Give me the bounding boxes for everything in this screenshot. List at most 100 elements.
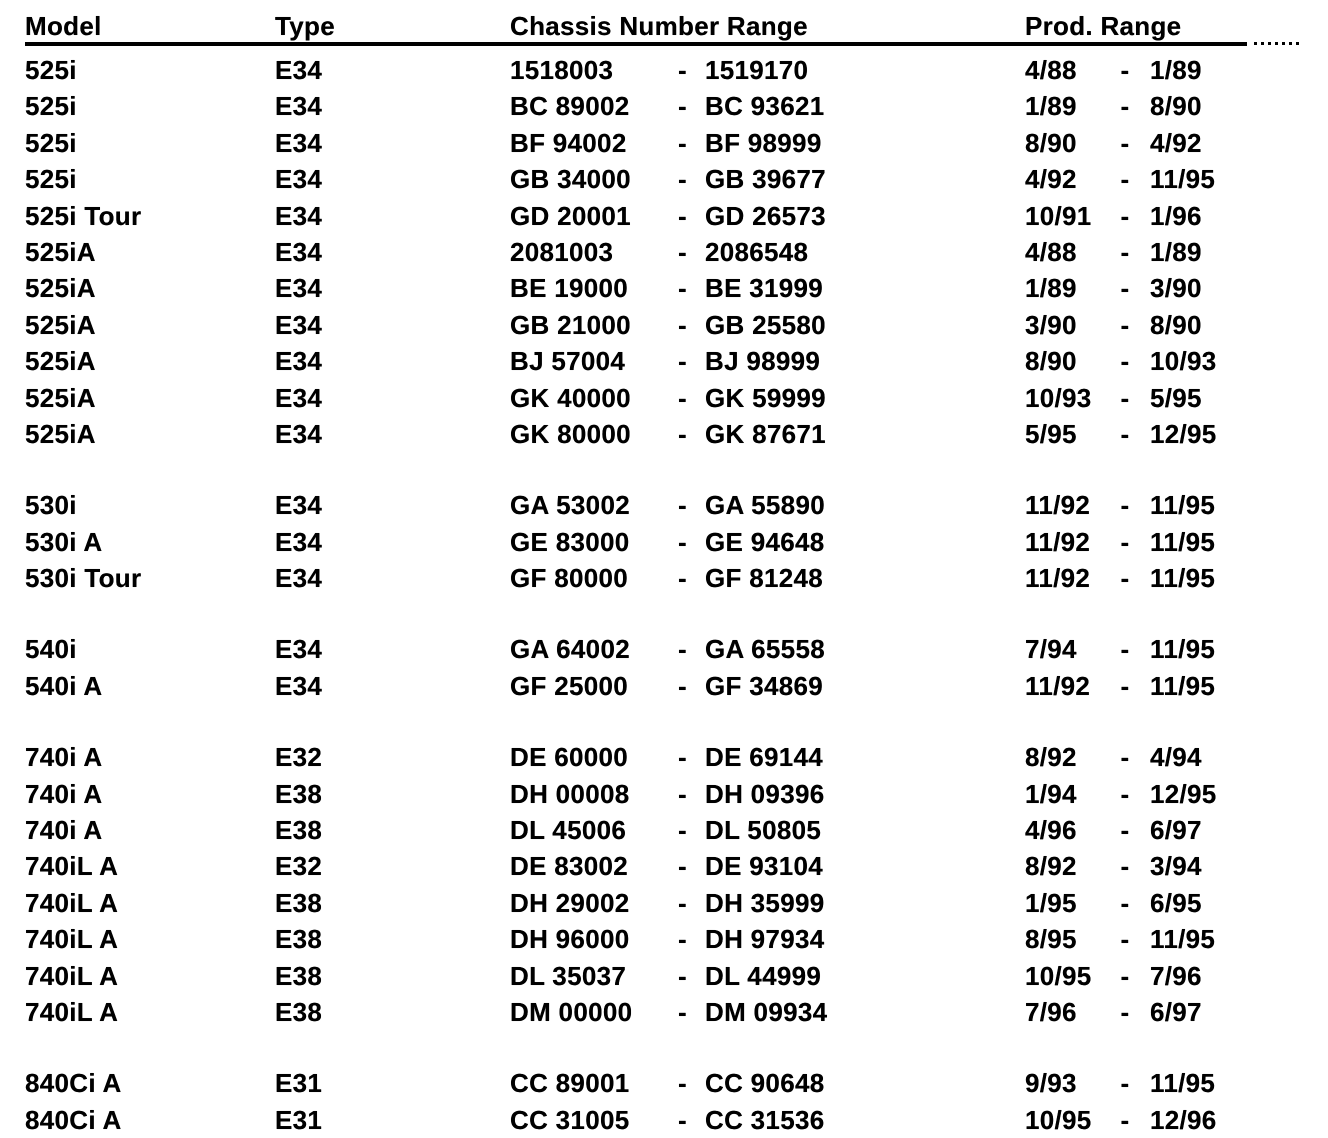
chassis-range-separator: -	[678, 778, 687, 809]
prod-from-cell: 8/92	[1025, 851, 1077, 882]
prod-from-cell: 4/92	[1025, 164, 1077, 195]
type-cell: E31	[275, 1104, 323, 1135]
prod-to-cell: 12/95	[1150, 418, 1217, 449]
prod-from-cell: 7/94	[1025, 634, 1077, 665]
chassis-range-separator: -	[678, 490, 687, 521]
chassis-to-cell: GK 59999	[705, 382, 826, 413]
model-cell: 525iA	[25, 382, 96, 413]
prod-to-cell: 11/95	[1150, 924, 1216, 955]
prod-range-separator: -	[1120, 1104, 1130, 1135]
table-row: 525i E34 BC 89002- BC 93621 1/89-8/90	[0, 88, 1328, 124]
model-cell: 840Ci A	[25, 1104, 122, 1135]
chassis-to-cell: GA 65558	[705, 634, 825, 665]
chassis-range-separator: -	[678, 55, 687, 85]
model-cell: 740iL A	[25, 887, 119, 918]
prod-from-cell: 4/96	[1025, 815, 1077, 846]
chassis-range-separator: -	[678, 960, 687, 991]
type-cell: E34	[275, 670, 323, 701]
prod-range-separator: -	[1120, 815, 1130, 846]
model-cell: 525i	[25, 55, 77, 85]
prod-from-cell: 10/91	[1025, 200, 1092, 231]
prod-range-separator: -	[1120, 236, 1130, 267]
prod-range-separator: -	[1120, 346, 1130, 377]
prod-to-cell: 11/95	[1150, 1068, 1216, 1099]
chassis-to-cell: DH 97934	[705, 924, 825, 955]
model-cell: 740iL A	[25, 851, 119, 882]
chassis-from-cell: GK 80000	[510, 418, 631, 449]
prod-range-separator: -	[1120, 273, 1130, 304]
chassis-range-separator: -	[678, 563, 687, 594]
model-cell: 525iA	[25, 418, 96, 449]
prod-range-separator: -	[1120, 634, 1130, 665]
model-cell: 525iA	[25, 309, 96, 340]
chassis-range-separator: -	[678, 634, 687, 665]
prod-range-separator: -	[1120, 887, 1130, 918]
type-cell: E38	[275, 960, 323, 991]
chassis-range-separator: -	[678, 346, 687, 377]
chassis-from-cell: BC 89002	[510, 91, 630, 122]
prod-to-cell: 1/96	[1150, 200, 1202, 231]
chassis-from-cell: DE 60000	[510, 742, 629, 773]
type-cell: E34	[275, 418, 323, 449]
prod-to-cell: 3/94	[1150, 851, 1202, 882]
model-cell: 530i	[25, 490, 77, 521]
model-cell: 525i	[25, 91, 77, 122]
prod-range-separator: -	[1120, 526, 1130, 557]
prod-from-cell: 10/93	[1025, 382, 1092, 413]
type-cell: E34	[275, 346, 323, 377]
model-group-2: 540i E34 GA 64002- GA 65558 7/94-11/95 540i A…	[0, 631, 1328, 704]
chassis-to-cell: GF 81248	[705, 563, 824, 594]
chassis-range-separator: -	[678, 309, 687, 340]
prod-to-cell: 8/90	[1150, 91, 1202, 122]
prod-to-cell: 11/95	[1150, 634, 1216, 665]
model-cell: 530i A	[25, 526, 103, 557]
model-cell: 525iA	[25, 273, 96, 304]
model-cell: 525iA	[25, 346, 96, 377]
type-cell: E34	[275, 563, 323, 594]
prod-from-cell: 11/92	[1025, 490, 1091, 521]
chassis-range-separator: -	[678, 887, 687, 918]
prod-to-cell: 4/94	[1150, 742, 1202, 773]
model-cell: 525i Tour	[25, 200, 142, 231]
chassis-from-cell: GB 34000	[510, 164, 631, 195]
model-cell: 740i A	[25, 815, 103, 846]
table-row: 525i E34 1518003-1519170 4/88-1/89	[0, 52, 1328, 88]
chassis-to-cell: DL 50805	[705, 815, 822, 846]
chassis-range-separator: -	[678, 200, 687, 231]
prod-to-cell: 11/95	[1150, 563, 1216, 594]
chassis-to-cell: GE 94648	[705, 526, 825, 557]
table-row: 740iL A E38 DH 29002- DH 35999 1/95-6/95	[0, 885, 1328, 921]
chassis-to-cell: GA 55890	[705, 490, 825, 521]
prod-range-separator: -	[1120, 91, 1130, 122]
table-row: 530i Tour E34 GF 80000- GF 81248 11/92-11/95	[0, 560, 1328, 596]
prod-from-cell: 4/88	[1025, 236, 1077, 267]
prod-range-separator: -	[1120, 55, 1130, 85]
chassis-from-cell: BF 94002	[510, 127, 627, 158]
table-row: 525iA E34 BE 19000- BE 31999 1/89-3/90	[0, 270, 1328, 306]
chassis-range-separator: -	[678, 418, 687, 449]
chassis-from-cell: GF 25000	[510, 670, 629, 701]
prod-to-cell: 11/95	[1150, 164, 1216, 195]
prod-to-cell: 8/90	[1150, 309, 1202, 340]
table-row: 525iA E34 GB 21000- GB 25580 3/90-8/90	[0, 307, 1328, 343]
prod-from-cell: 1/95	[1025, 887, 1077, 918]
prod-to-cell: 12/95	[1150, 778, 1217, 809]
prod-range-separator: -	[1120, 996, 1130, 1027]
prod-to-cell: 1/89	[1150, 55, 1202, 85]
chassis-range-separator: -	[678, 273, 687, 304]
type-cell: E34	[275, 127, 323, 158]
type-cell: E34	[275, 526, 323, 557]
chassis-from-cell: DM 00000	[510, 996, 633, 1027]
prod-to-cell: 6/97	[1150, 996, 1202, 1027]
prod-to-cell: 6/95	[1150, 887, 1202, 918]
table-row: 525i Tour E34 GD 20001- GD 26573 10/91-1/96	[0, 198, 1328, 234]
model-cell: 740iL A	[25, 960, 119, 991]
prod-to-cell: 11/95	[1150, 526, 1216, 557]
model-cell: 525i	[25, 127, 77, 158]
type-cell: E38	[275, 778, 323, 809]
prod-from-cell: 8/92	[1025, 742, 1077, 773]
chassis-from-cell: 2081003	[510, 236, 614, 267]
prod-range-separator: -	[1120, 960, 1130, 991]
table-row: 525iA E34 BJ 57004- BJ 98999 8/90-10/93	[0, 343, 1328, 379]
